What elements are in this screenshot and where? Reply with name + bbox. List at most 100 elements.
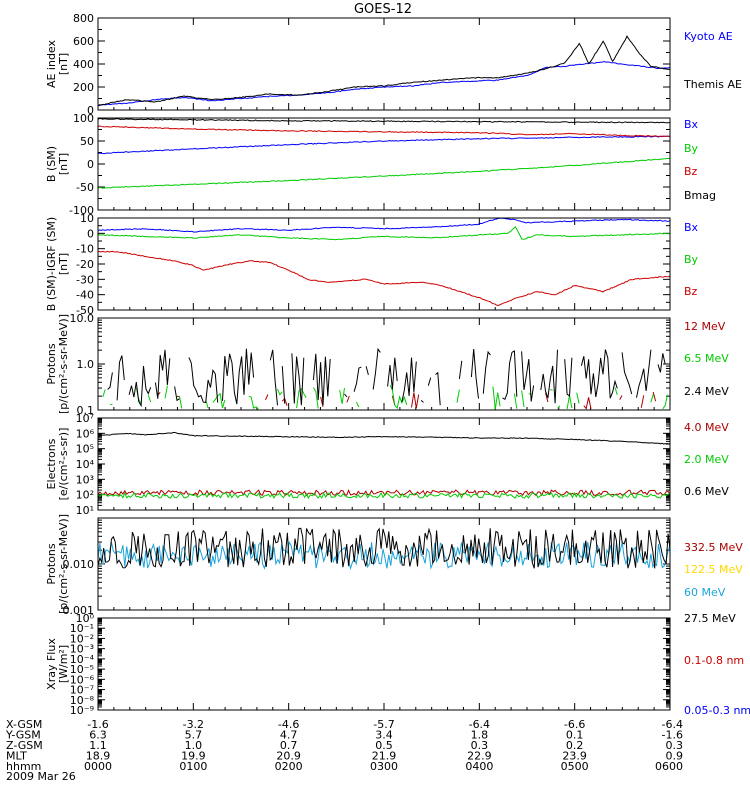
ytick-label: 10 <box>80 212 94 225</box>
ytick-label: 10⁻¹ <box>70 622 94 635</box>
ylabel: [nT] <box>57 253 70 275</box>
series-by <box>98 158 670 189</box>
legend-entry: 0.6 MeV <box>684 485 729 498</box>
legend-entry: 4.0 MeV <box>684 421 729 434</box>
xaxis-value: 0.2 <box>566 739 584 752</box>
xaxis-value: -6.4 <box>662 718 683 731</box>
legend-entry: 122.5 MeV <box>684 563 743 576</box>
xaxis-row-label: MLT <box>6 750 27 763</box>
date-label: 2009 Mar 26 <box>6 770 76 783</box>
xaxis-value: -1.6 <box>87 718 108 731</box>
xaxis-value: -4.6 <box>278 718 299 731</box>
series-0-6-mev <box>98 431 670 445</box>
series-group <box>98 35 670 107</box>
ytick-label: 10⁵ <box>76 443 94 456</box>
xaxis-value: -1.6 <box>662 729 683 742</box>
ytick-label: 10⁻⁷ <box>70 684 94 697</box>
ytick-label: 1.0 <box>77 358 95 371</box>
xaxis-value: 0200 <box>275 760 303 773</box>
ylabel: Protons <box>45 343 58 384</box>
ylabel: B (SM) <box>45 146 58 182</box>
xaxis-value: 0.9 <box>666 750 684 763</box>
ylabel: Protons <box>45 543 58 584</box>
xaxis-value: 4.7 <box>280 729 298 742</box>
xaxis-value: 0400 <box>465 760 493 773</box>
ytick-label: 10¹ <box>76 504 94 517</box>
panel-elec: 10¹ 10² 10³ 10⁴ 10⁵ 10⁶ 10⁷ Electrons [e/(cm²-s-… <box>45 412 729 517</box>
ytick-label: -50 <box>76 181 94 194</box>
xaxis-value: -6.6 <box>564 718 585 731</box>
ytick-label: 0.001 <box>63 604 95 617</box>
ytick-label: 10⁻⁵ <box>70 663 94 676</box>
ylabel: [p/(cm²-s-sr-MeV)] <box>57 514 70 614</box>
legend-entry: Bz <box>684 285 698 298</box>
legend-entry: 2.0 MeV <box>684 453 729 466</box>
ytick-label: -20 <box>76 258 94 271</box>
xaxis-value: 0100 <box>179 760 207 773</box>
ylabel: [e/(cm²-s-sr)] <box>57 428 70 501</box>
panel-frame <box>97 217 671 311</box>
series-kyoto-ae <box>98 61 670 107</box>
legend-entry: 0.05-0.3 nm <box>684 704 750 717</box>
legend-entry: 0.1-0.8 nm <box>684 654 744 667</box>
legend-entry: 60 MeV <box>684 586 726 599</box>
xaxis-value: 1.0 <box>185 739 203 752</box>
ylabel: Xray Flux <box>45 638 58 690</box>
panel-frame <box>97 17 671 111</box>
xaxis-value: 0600 <box>655 760 683 773</box>
ytick-label: 50 <box>80 135 94 148</box>
xaxis-value: 6.3 <box>89 729 107 742</box>
series-bx <box>98 135 670 155</box>
ytick-label: 10² <box>76 489 94 502</box>
xaxis-row-label: X-GSM <box>6 718 42 731</box>
ytick-label: 600 <box>73 35 94 48</box>
series-group <box>98 527 670 571</box>
ytick-label: 10⁻³ <box>70 643 94 656</box>
xaxis-value: 1.1 <box>89 739 107 752</box>
ytick-label: 10⁻⁸ <box>70 694 95 707</box>
xaxis-row-label: hhmm <box>6 760 41 773</box>
xaxis-value: 20.9 <box>276 750 301 763</box>
series-group <box>98 218 670 307</box>
ytick-label: -30 <box>76 273 94 286</box>
xaxis-value: 0500 <box>561 760 589 773</box>
ytick-label: 0.1 <box>77 404 95 417</box>
ylabel: Electrons <box>45 438 58 489</box>
legend-entry: 6.5 MeV <box>684 352 729 365</box>
ytick-label: 10.0 <box>70 312 95 325</box>
panel-frame <box>97 317 671 411</box>
xaxis-value: 0.3 <box>471 739 489 752</box>
xaxis-value: 21.9 <box>372 750 397 763</box>
ylabel: [W/m²] <box>57 645 70 683</box>
series-60-mev <box>98 540 670 571</box>
chart-title: GOES-12 <box>354 2 412 17</box>
series-themis-ae <box>98 35 670 107</box>
legend-entry: 12 MeV <box>684 320 726 333</box>
ytick-label: 10⁴ <box>76 458 95 471</box>
series-bx <box>98 218 670 233</box>
legend-entry: 27.5 MeV <box>684 612 736 625</box>
ytick-label: 10⁻⁴ <box>70 653 95 666</box>
ytick-label: -40 <box>76 289 94 302</box>
ytick-label: 200 <box>73 81 94 94</box>
legend-entry: By <box>684 253 699 266</box>
panel-frame <box>97 617 671 711</box>
xaxis-value: 3.4 <box>375 729 393 742</box>
series-2-0-mev <box>98 491 670 500</box>
panel-frame <box>97 117 671 211</box>
series-27-5-mev <box>98 527 670 569</box>
ylabel: [nT] <box>57 53 70 75</box>
xaxis-value: 0.1 <box>566 729 584 742</box>
panel-frame <box>97 517 671 611</box>
ytick-label: -50 <box>76 304 94 317</box>
xaxis-value: 18.9 <box>86 750 111 763</box>
legend-entry: 2.4 MeV <box>684 385 729 398</box>
xaxis-value: 1.8 <box>471 729 489 742</box>
legend-entry: Bx <box>684 221 699 234</box>
xaxis-value: 0.7 <box>280 739 298 752</box>
series-group <box>102 349 670 410</box>
legend-entry: Kyoto AE <box>684 30 733 43</box>
series-bz <box>98 125 670 138</box>
